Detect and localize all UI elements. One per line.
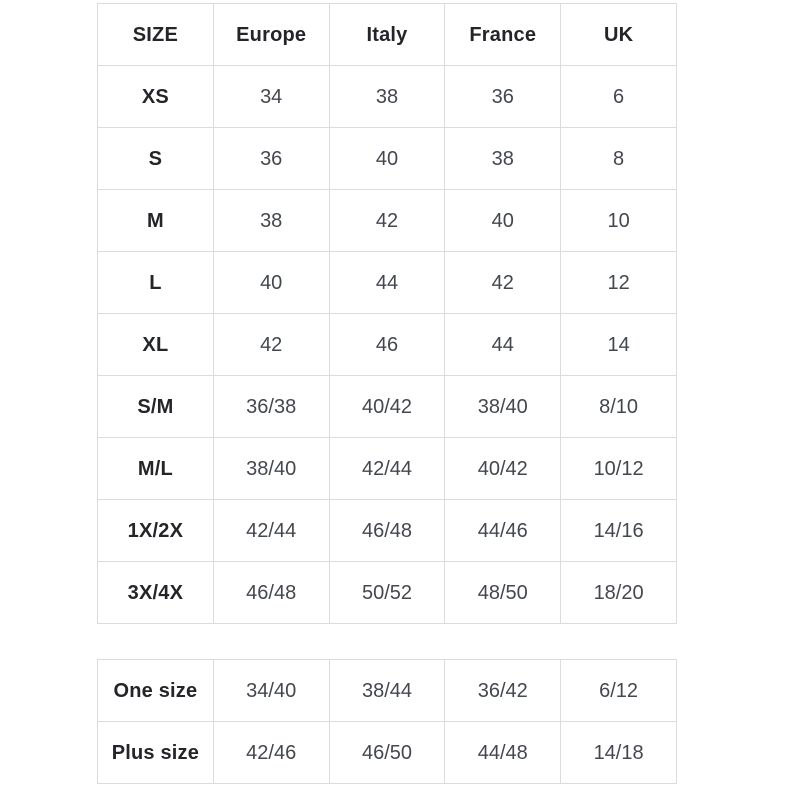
size-value-cell: 10	[560, 189, 677, 252]
size-table-body: XS 34 38 36 6 S 36 40 38 8 M 38 42 40 10 L 40 44 42 12 XL 42 4…	[97, 65, 677, 624]
size-label-cell: L	[97, 251, 214, 314]
size-value-cell: 42	[444, 251, 562, 314]
size-value-cell: 8/10	[560, 375, 677, 438]
table-row: 1X/2X 42/44 46/48 44/46 14/16	[97, 499, 677, 562]
size-value-cell: 40/42	[328, 375, 446, 438]
size-value-cell: 14	[560, 313, 677, 376]
size-value-cell: 46/48	[328, 499, 446, 562]
size-value-cell: 38/40	[212, 437, 330, 500]
size-value-cell: 42/44	[328, 437, 446, 500]
size-value-cell: 6/12	[560, 659, 677, 722]
table-row: Plus size 42/46 46/50 44/48 14/18	[97, 721, 677, 784]
size-table-header: SIZE Europe Italy France UK	[97, 3, 677, 66]
table-row: XL 42 46 44 14	[97, 313, 677, 376]
size-label-cell: M/L	[97, 437, 214, 500]
size-value-cell: 14/16	[560, 499, 677, 562]
combined-size-table-body: One size 34/40 38/44 36/42 6/12 Plus size 42/4…	[97, 659, 677, 784]
table-header-row: SIZE Europe Italy France UK	[97, 3, 677, 66]
size-value-cell: 42/46	[212, 721, 330, 784]
table-row: S 36 40 38 8	[97, 127, 677, 190]
size-value-cell: 40	[328, 127, 446, 190]
size-value-cell: 44/46	[444, 499, 562, 562]
size-value-cell: 6	[560, 65, 677, 128]
size-value-cell: 44	[328, 251, 446, 314]
size-value-cell: 18/20	[560, 561, 677, 624]
combined-size-table: One size 34/40 38/44 36/42 6/12 Plus size 42/4…	[97, 659, 677, 784]
size-value-cell: 46	[328, 313, 446, 376]
size-label-cell: S/M	[97, 375, 214, 438]
size-value-cell: 34/40	[212, 659, 330, 722]
size-value-cell: 42/44	[212, 499, 330, 562]
size-label-cell: XS	[97, 65, 214, 128]
size-label-cell: S	[97, 127, 214, 190]
size-label-cell: One size	[97, 659, 214, 722]
size-value-cell: 8	[560, 127, 677, 190]
size-value-cell: 40	[444, 189, 562, 252]
size-label-cell: 1X/2X	[97, 499, 214, 562]
column-header-italy: Italy	[328, 3, 446, 66]
size-value-cell: 36	[212, 127, 330, 190]
size-label-cell: XL	[97, 313, 214, 376]
size-value-cell: 10/12	[560, 437, 677, 500]
size-value-cell: 50/52	[328, 561, 446, 624]
size-value-cell: 38	[328, 65, 446, 128]
table-row: 3X/4X 46/48 50/52 48/50 18/20	[97, 561, 677, 624]
table-row: S/M 36/38 40/42 38/40 8/10	[97, 375, 677, 438]
table-row: One size 34/40 38/44 36/42 6/12	[97, 659, 677, 722]
size-value-cell: 40	[212, 251, 330, 314]
column-header-size: SIZE	[97, 3, 214, 66]
size-value-cell: 46/48	[212, 561, 330, 624]
size-value-cell: 12	[560, 251, 677, 314]
size-value-cell: 38	[444, 127, 562, 190]
table-row: XS 34 38 36 6	[97, 65, 677, 128]
size-value-cell: 14/18	[560, 721, 677, 784]
table-row: M 38 42 40 10	[97, 189, 677, 252]
size-conversion-table: SIZE Europe Italy France UK XS 34 38 36 6 S 36 40 38…	[97, 3, 677, 624]
size-value-cell: 48/50	[444, 561, 562, 624]
size-value-cell: 36/42	[444, 659, 562, 722]
size-value-cell: 42	[328, 189, 446, 252]
column-header-europe: Europe	[212, 3, 330, 66]
size-value-cell: 44/48	[444, 721, 562, 784]
size-label-cell: Plus size	[97, 721, 214, 784]
size-value-cell: 36	[444, 65, 562, 128]
size-value-cell: 36/38	[212, 375, 330, 438]
size-value-cell: 42	[212, 313, 330, 376]
table-row: L 40 44 42 12	[97, 251, 677, 314]
size-value-cell: 44	[444, 313, 562, 376]
size-value-cell: 46/50	[328, 721, 446, 784]
size-label-cell: 3X/4X	[97, 561, 214, 624]
size-value-cell: 38/44	[328, 659, 446, 722]
size-value-cell: 34	[212, 65, 330, 128]
column-header-france: France	[444, 3, 562, 66]
size-value-cell: 38	[212, 189, 330, 252]
size-value-cell: 40/42	[444, 437, 562, 500]
size-value-cell: 38/40	[444, 375, 562, 438]
size-label-cell: M	[97, 189, 214, 252]
column-header-uk: UK	[560, 3, 677, 66]
table-row: M/L 38/40 42/44 40/42 10/12	[97, 437, 677, 500]
